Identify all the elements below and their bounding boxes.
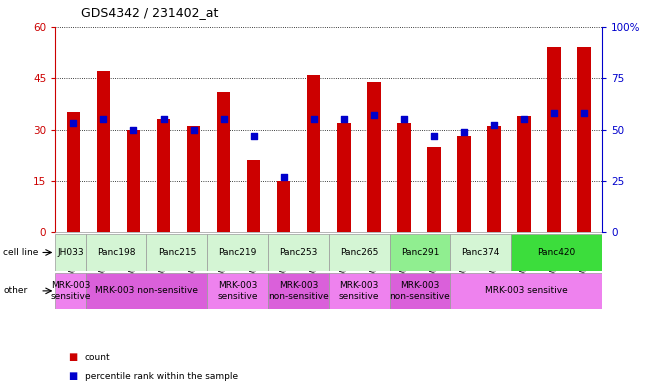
Bar: [389, 234, 450, 271]
Bar: [329, 273, 389, 309]
Text: Panc265: Panc265: [340, 248, 378, 257]
Bar: [268, 234, 329, 271]
Text: ■: ■: [68, 371, 77, 381]
Bar: [217, 92, 230, 232]
Text: Panc215: Panc215: [158, 248, 196, 257]
Bar: [247, 161, 260, 232]
Bar: [127, 130, 140, 232]
Text: MRK-003 sensitive: MRK-003 sensitive: [485, 286, 568, 295]
Point: [519, 116, 529, 122]
Point: [489, 122, 499, 129]
Bar: [367, 82, 381, 232]
Bar: [277, 181, 290, 232]
Bar: [450, 234, 511, 271]
Point: [339, 116, 349, 122]
Bar: [577, 47, 591, 232]
Point: [398, 116, 409, 122]
Text: MRK-003
non-sensitive: MRK-003 non-sensitive: [268, 281, 329, 301]
Bar: [207, 273, 268, 309]
Text: Panc253: Panc253: [279, 248, 318, 257]
Text: count: count: [85, 353, 110, 362]
Text: percentile rank within the sample: percentile rank within the sample: [85, 372, 238, 381]
Bar: [66, 113, 80, 232]
Text: JH033: JH033: [57, 248, 84, 257]
Text: Panc219: Panc219: [219, 248, 256, 257]
Point: [368, 112, 379, 118]
Bar: [207, 234, 268, 271]
Text: cell line: cell line: [3, 248, 38, 257]
Bar: [329, 234, 389, 271]
Bar: [427, 147, 441, 232]
Bar: [86, 234, 146, 271]
Point: [309, 116, 319, 122]
Point: [429, 133, 439, 139]
Point: [158, 116, 169, 122]
Bar: [86, 273, 207, 309]
Text: MRK-003
sensitive: MRK-003 sensitive: [50, 281, 90, 301]
Text: MRK-003 non-sensitive: MRK-003 non-sensitive: [95, 286, 198, 295]
Text: Panc374: Panc374: [462, 248, 500, 257]
Point: [188, 127, 199, 133]
Point: [218, 116, 229, 122]
Text: ■: ■: [68, 352, 77, 362]
Bar: [397, 123, 411, 232]
Bar: [96, 71, 110, 232]
Bar: [487, 126, 501, 232]
Point: [579, 110, 589, 116]
Text: MRK-003
sensitive: MRK-003 sensitive: [339, 281, 380, 301]
Point: [98, 116, 109, 122]
Point: [249, 133, 259, 139]
Bar: [55, 273, 86, 309]
Point: [128, 127, 139, 133]
Text: Panc420: Panc420: [538, 248, 575, 257]
Bar: [450, 273, 602, 309]
Text: Panc291: Panc291: [401, 248, 439, 257]
Point: [549, 110, 559, 116]
Bar: [268, 273, 329, 309]
Bar: [307, 75, 320, 232]
Bar: [55, 234, 86, 271]
Bar: [187, 126, 201, 232]
Text: MRK-003
non-sensitive: MRK-003 non-sensitive: [389, 281, 450, 301]
Point: [459, 129, 469, 135]
Text: MRK-003
sensitive: MRK-003 sensitive: [217, 281, 258, 301]
Bar: [518, 116, 531, 232]
Bar: [146, 234, 207, 271]
Point: [68, 120, 79, 126]
Bar: [457, 136, 471, 232]
Text: GDS4342 / 231402_at: GDS4342 / 231402_at: [81, 6, 219, 19]
Point: [279, 174, 289, 180]
Bar: [337, 123, 350, 232]
Text: Panc198: Panc198: [97, 248, 135, 257]
Bar: [547, 47, 561, 232]
Bar: [511, 234, 602, 271]
Bar: [389, 273, 450, 309]
Text: other: other: [3, 286, 27, 295]
Bar: [157, 119, 171, 232]
